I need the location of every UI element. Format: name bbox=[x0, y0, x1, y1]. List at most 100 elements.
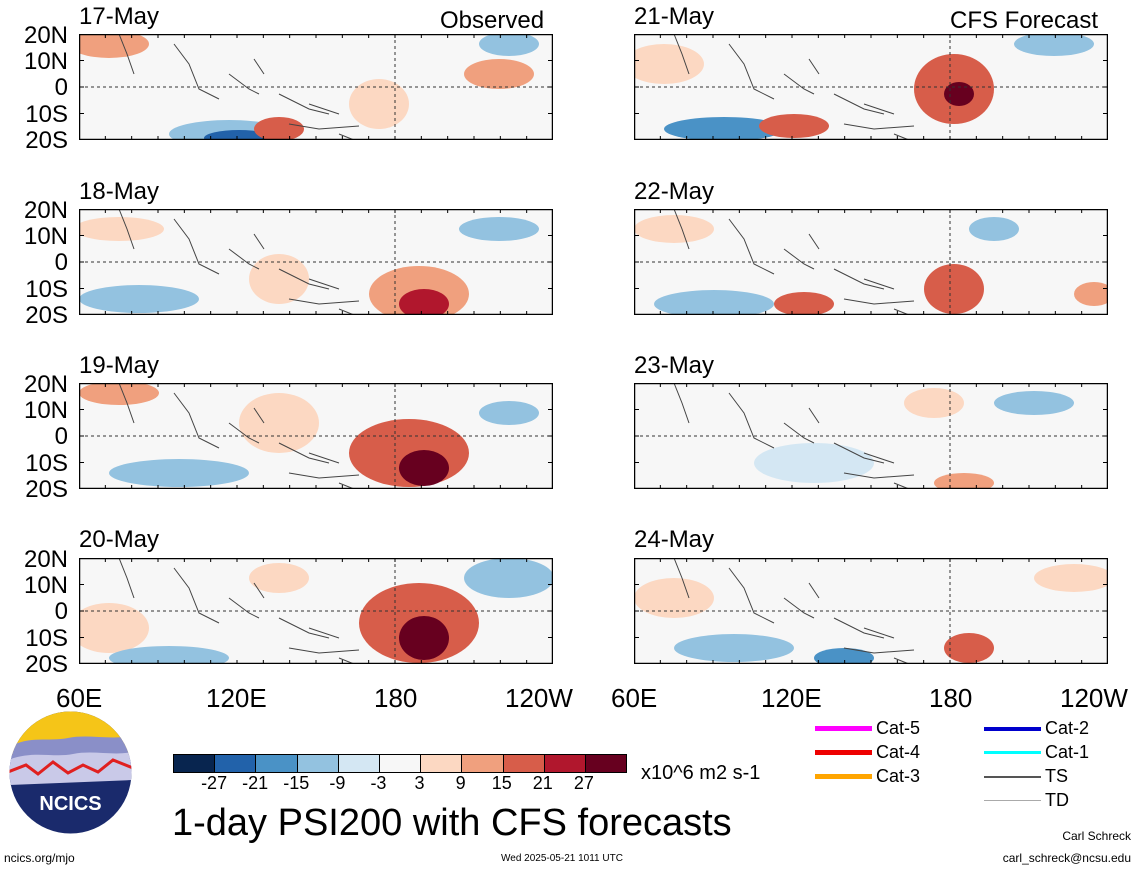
colorbar-tick-label: -21 bbox=[242, 773, 269, 793]
anomaly-shading bbox=[674, 634, 794, 662]
colorbar-tick-label: -3 bbox=[370, 773, 387, 793]
coastline bbox=[673, 558, 915, 664]
coastline bbox=[118, 383, 360, 489]
anomaly-shading bbox=[464, 59, 534, 89]
lat-label: 10S bbox=[25, 101, 68, 128]
lat-label: 10N bbox=[23, 572, 68, 599]
anomaly-shading bbox=[239, 393, 319, 453]
date-label-right-1: 22-May bbox=[634, 178, 715, 205]
lat-label: 20S bbox=[25, 127, 68, 154]
colorbar-swatch bbox=[174, 755, 216, 772]
map-panel-20-may bbox=[79, 558, 553, 664]
anomaly-shading bbox=[754, 443, 874, 483]
legend-label: Cat-3 bbox=[876, 766, 921, 786]
anomaly-shading bbox=[994, 391, 1074, 415]
date-label-left-1: 18-May bbox=[79, 178, 160, 205]
date-label-left-2: 19-May bbox=[79, 352, 160, 379]
anomaly-shading bbox=[774, 292, 834, 315]
colorbar-tick-label: 27 bbox=[573, 773, 594, 793]
anomaly-shading bbox=[109, 459, 249, 487]
lat-label: 20N bbox=[23, 371, 68, 398]
legend-cat-4: Cat-4 bbox=[815, 742, 920, 763]
colorbar-tick-label: 3 bbox=[414, 773, 425, 793]
anomaly-shading bbox=[479, 34, 539, 56]
units-label: x10^6 m2 s-1 bbox=[641, 762, 761, 784]
anomaly-shading bbox=[934, 473, 994, 489]
footer-email: carl_schreck@ncsu.edu bbox=[1002, 851, 1131, 865]
colorbar bbox=[173, 754, 627, 773]
colorbar-swatch bbox=[544, 755, 586, 772]
ncics-logo: NCICS bbox=[9, 711, 132, 834]
anomaly-shading bbox=[634, 413, 754, 473]
anomaly-shading bbox=[464, 558, 553, 598]
lat-label: 20S bbox=[25, 651, 68, 678]
anomaly-shading bbox=[1034, 564, 1108, 592]
lon-label: 180 bbox=[374, 683, 418, 713]
anomaly-shading bbox=[459, 217, 539, 241]
observed-label: Observed bbox=[440, 7, 545, 34]
date-label-left-0: 17-May bbox=[79, 3, 160, 30]
footer-timestamp: Wed 2025-05-21 1011 UTC bbox=[501, 853, 623, 864]
lat-label: 20S bbox=[25, 302, 68, 329]
legend-label: TD bbox=[1045, 790, 1069, 810]
lon-label: 180 bbox=[929, 683, 973, 713]
legend-td: TD bbox=[984, 790, 1069, 811]
coastline bbox=[118, 558, 360, 664]
map-panel-17-may bbox=[79, 34, 553, 140]
anomaly-shading bbox=[399, 289, 449, 315]
lon-label: 60E bbox=[611, 683, 658, 713]
anomaly-shading bbox=[254, 117, 304, 140]
anomaly-shading bbox=[1074, 282, 1108, 306]
anomaly-shading bbox=[479, 401, 539, 425]
lat-label: 10N bbox=[23, 223, 68, 250]
map-panel-23-may bbox=[634, 383, 1108, 489]
colorbar-swatch bbox=[215, 755, 257, 772]
lat-label: 20N bbox=[23, 197, 68, 224]
anomaly-shading bbox=[634, 44, 704, 84]
anomaly-shading bbox=[249, 563, 309, 593]
anomaly-shading bbox=[634, 578, 714, 618]
lon-label: 120W bbox=[505, 683, 573, 713]
anomaly-shading bbox=[249, 254, 309, 304]
coastline bbox=[673, 34, 915, 140]
colorbar-swatch bbox=[256, 755, 298, 772]
coastline bbox=[118, 209, 360, 315]
anomaly-shading bbox=[79, 285, 199, 313]
lat-label: 0 bbox=[54, 598, 68, 625]
anomaly-shading bbox=[109, 646, 229, 664]
anomaly-shading bbox=[79, 217, 164, 241]
lat-label: 20S bbox=[25, 476, 68, 503]
plot-title: 1-day PSI200 with CFS forecasts bbox=[172, 802, 732, 844]
lon-label: 120W bbox=[1060, 685, 1128, 711]
lat-label: 10N bbox=[23, 397, 68, 424]
colorbar-swatch bbox=[585, 755, 627, 772]
anomaly-shading bbox=[969, 217, 1019, 241]
lon-label: 120E bbox=[761, 683, 822, 713]
date-label-right-3: 24-May bbox=[634, 526, 715, 553]
logo-text: NCICS bbox=[39, 793, 101, 815]
colorbar-swatch bbox=[338, 755, 380, 772]
anomaly-shading bbox=[944, 633, 994, 663]
legend-label: Cat-5 bbox=[876, 718, 921, 738]
anomaly-shading bbox=[349, 79, 409, 129]
anomaly-shading bbox=[664, 117, 784, 140]
anomaly-shading bbox=[634, 215, 714, 243]
lon-label: 120E bbox=[206, 683, 267, 713]
forecast-label: CFS Forecast bbox=[950, 7, 1099, 34]
map-panel-24-may bbox=[634, 558, 1108, 664]
legend-label: Cat-2 bbox=[1045, 718, 1090, 738]
coastline bbox=[673, 383, 915, 489]
map-panel-21-may bbox=[634, 34, 1108, 140]
date-label-right-0: 21-May bbox=[634, 3, 715, 30]
colorbar-swatch bbox=[379, 755, 422, 772]
legend-ts: TS bbox=[984, 766, 1068, 787]
colorbar-tick-label: -9 bbox=[329, 773, 346, 793]
anomaly-shading bbox=[944, 82, 974, 106]
date-label-right-2: 23-May bbox=[634, 352, 715, 379]
lat-label: 10S bbox=[25, 625, 68, 652]
anomaly-shading bbox=[904, 388, 964, 418]
anomaly-shading bbox=[79, 34, 149, 58]
colorbar-tick-label: -27 bbox=[201, 773, 228, 793]
footer-url: ncics.org/mjo bbox=[4, 851, 75, 865]
anomaly-shading bbox=[1014, 34, 1094, 56]
